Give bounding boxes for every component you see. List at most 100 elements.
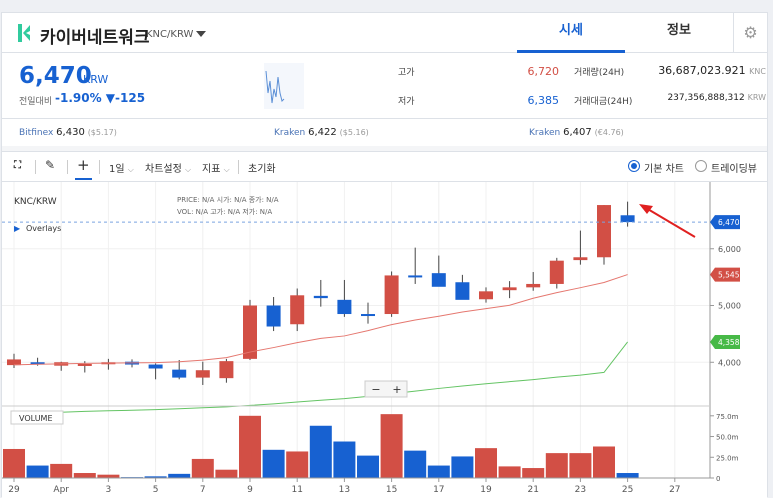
candle-body	[7, 359, 21, 366]
volume-bar	[333, 441, 356, 478]
exchange-name[interactable]: Kraken	[274, 128, 306, 138]
overlays-toggle-icon[interactable]: ▶	[14, 224, 21, 233]
high-label: 고가	[398, 68, 415, 78]
ohlc-row-2: VOL: N/A 고가: N/A 저가: N/A	[177, 207, 272, 216]
indicator-select[interactable]: 지표 ⌵	[202, 160, 230, 175]
interval-select[interactable]: 1일 ⌵	[109, 160, 134, 175]
exchange-price: Kraken 6,422 ($5.16)	[274, 120, 369, 146]
coin-pair: KNC/KRW	[146, 29, 194, 40]
ma-line-red	[13, 274, 628, 366]
candle-body	[620, 215, 635, 223]
change-value: -1.90% ▼-125	[55, 91, 146, 105]
x-tick-label: 15	[386, 485, 397, 495]
pencil-icon[interactable]: ✎	[45, 158, 56, 172]
high-value: 6,720	[527, 65, 560, 78]
reset-button[interactable]: 초기화	[248, 164, 276, 175]
fullscreen-icon[interactable]: ⛶	[14, 160, 22, 171]
current-price-tag-bg	[710, 215, 740, 230]
volume-bar	[475, 448, 497, 478]
volume-bar	[26, 465, 49, 478]
volume-bar	[593, 446, 615, 478]
x-tick-label: 27	[669, 485, 680, 495]
x-tick-label: 23	[575, 485, 586, 495]
zoom-in-button[interactable]: +	[392, 383, 401, 396]
divider	[99, 160, 100, 174]
volume-bar	[97, 474, 120, 478]
candle-body	[549, 260, 564, 284]
candle-body	[526, 283, 541, 288]
price-labels: 6,470 5,545 4,358	[2, 215, 740, 349]
x-tick-label: 7	[200, 485, 206, 495]
zoom-control: − +	[364, 380, 408, 398]
crosshair-icon[interactable]: +	[75, 156, 92, 180]
volume-bar	[168, 473, 191, 478]
exchange-value: 6,430	[56, 127, 85, 138]
candle-body	[77, 363, 92, 366]
volume-bar	[545, 453, 568, 478]
interval-label: 1일	[109, 164, 125, 175]
chart-symbol: KNC/KRW	[14, 197, 57, 207]
coin-name: 카이버네트워크	[40, 28, 150, 48]
amount-unit: KRW	[747, 93, 766, 102]
arrow-line	[645, 207, 696, 238]
volume-tick-label: 50.0m	[716, 434, 739, 442]
volume-bar	[309, 425, 332, 478]
amount-label: 거래대금(24H)	[574, 97, 633, 107]
basic-chart-label[interactable]: 기본 차트	[644, 164, 684, 175]
exchange-name[interactable]: Kraken	[529, 128, 561, 138]
candle-body	[172, 369, 187, 378]
ohlc-row-1: PRICE: N/A 시가: N/A 종가: N/A	[177, 195, 279, 204]
price-chart[interactable]: 29 Apr 3 5 7 9 11 13 15 17 19 21 23 25 27 4,000 5,000 6,0…	[2, 182, 767, 498]
exchange-price: Bitfinex 6,430 ($5.17)	[19, 120, 117, 146]
y-tick-label: 4,000	[718, 358, 741, 367]
current-price: 6,470	[19, 63, 92, 89]
divider	[238, 160, 239, 174]
chevron-down-icon[interactable]	[196, 31, 206, 37]
amount-number: 237,356,888,312	[667, 93, 745, 103]
tradingview-label[interactable]: 트레이딩뷰	[711, 164, 757, 175]
x-tick-label: Apr	[53, 485, 69, 495]
zoom-out-button[interactable]: −	[371, 383, 380, 396]
mini-sparkline	[264, 63, 304, 109]
kyber-logo-icon	[18, 24, 30, 42]
volume-bar	[616, 473, 639, 478]
volume-unit: KNC	[749, 67, 766, 76]
tab-info[interactable]: 정보	[667, 23, 691, 38]
x-tick-label: 21	[527, 485, 538, 495]
volume-bar	[569, 453, 592, 478]
gear-icon[interactable]: ⚙	[733, 13, 767, 53]
price-summary: 6,470 KRW 전일대비 -1.90% ▼-125 고가 6,720 저가 …	[2, 53, 767, 119]
volume-label: 거래량(24H)	[574, 68, 625, 78]
volume-bar	[73, 473, 96, 478]
x-tick-label: 25	[622, 485, 633, 495]
exchange-name[interactable]: Bitfinex	[19, 128, 54, 138]
candle-body	[479, 291, 493, 300]
ma-green-tag-bg	[710, 334, 740, 349]
y-tick-label: 5,000	[718, 302, 741, 311]
x-tick-label: 11	[291, 485, 302, 495]
volume-value: 36,687,023.921 KNC	[632, 64, 766, 77]
chevron-down-icon: ⌵	[127, 165, 134, 174]
volume-number: 36,687,023.921	[658, 64, 746, 77]
volume-bar	[427, 465, 450, 478]
overlays-label[interactable]: Overlays	[26, 224, 61, 233]
candle-body	[408, 275, 423, 278]
zoom-box	[364, 380, 408, 398]
x-tick-label: 29	[8, 485, 20, 495]
chart-settings-label: 차트설정	[145, 164, 182, 175]
volume-bar	[522, 468, 545, 478]
indicator-label: 지표	[202, 164, 221, 175]
divider	[2, 146, 767, 152]
chevron-down-icon: ⌵	[185, 165, 192, 174]
candle-body	[195, 370, 210, 378]
volume-bar	[50, 463, 73, 478]
candlesticks	[7, 201, 635, 385]
arrow-head	[639, 204, 653, 214]
radio-basic-chart[interactable]	[628, 160, 640, 172]
exchange-sub: ($5.17)	[87, 128, 117, 137]
chart-settings-select[interactable]: 차트설정 ⌵	[145, 160, 191, 175]
radio-tradingview[interactable]	[695, 160, 707, 172]
y-tick-label: 6,000	[718, 245, 741, 254]
axes: 29 Apr 3 5 7 9 11 13 15 17 19 21 23 25 27 4,000 5,000 6,0…	[2, 182, 741, 495]
tab-quote[interactable]: 시세	[517, 13, 625, 53]
